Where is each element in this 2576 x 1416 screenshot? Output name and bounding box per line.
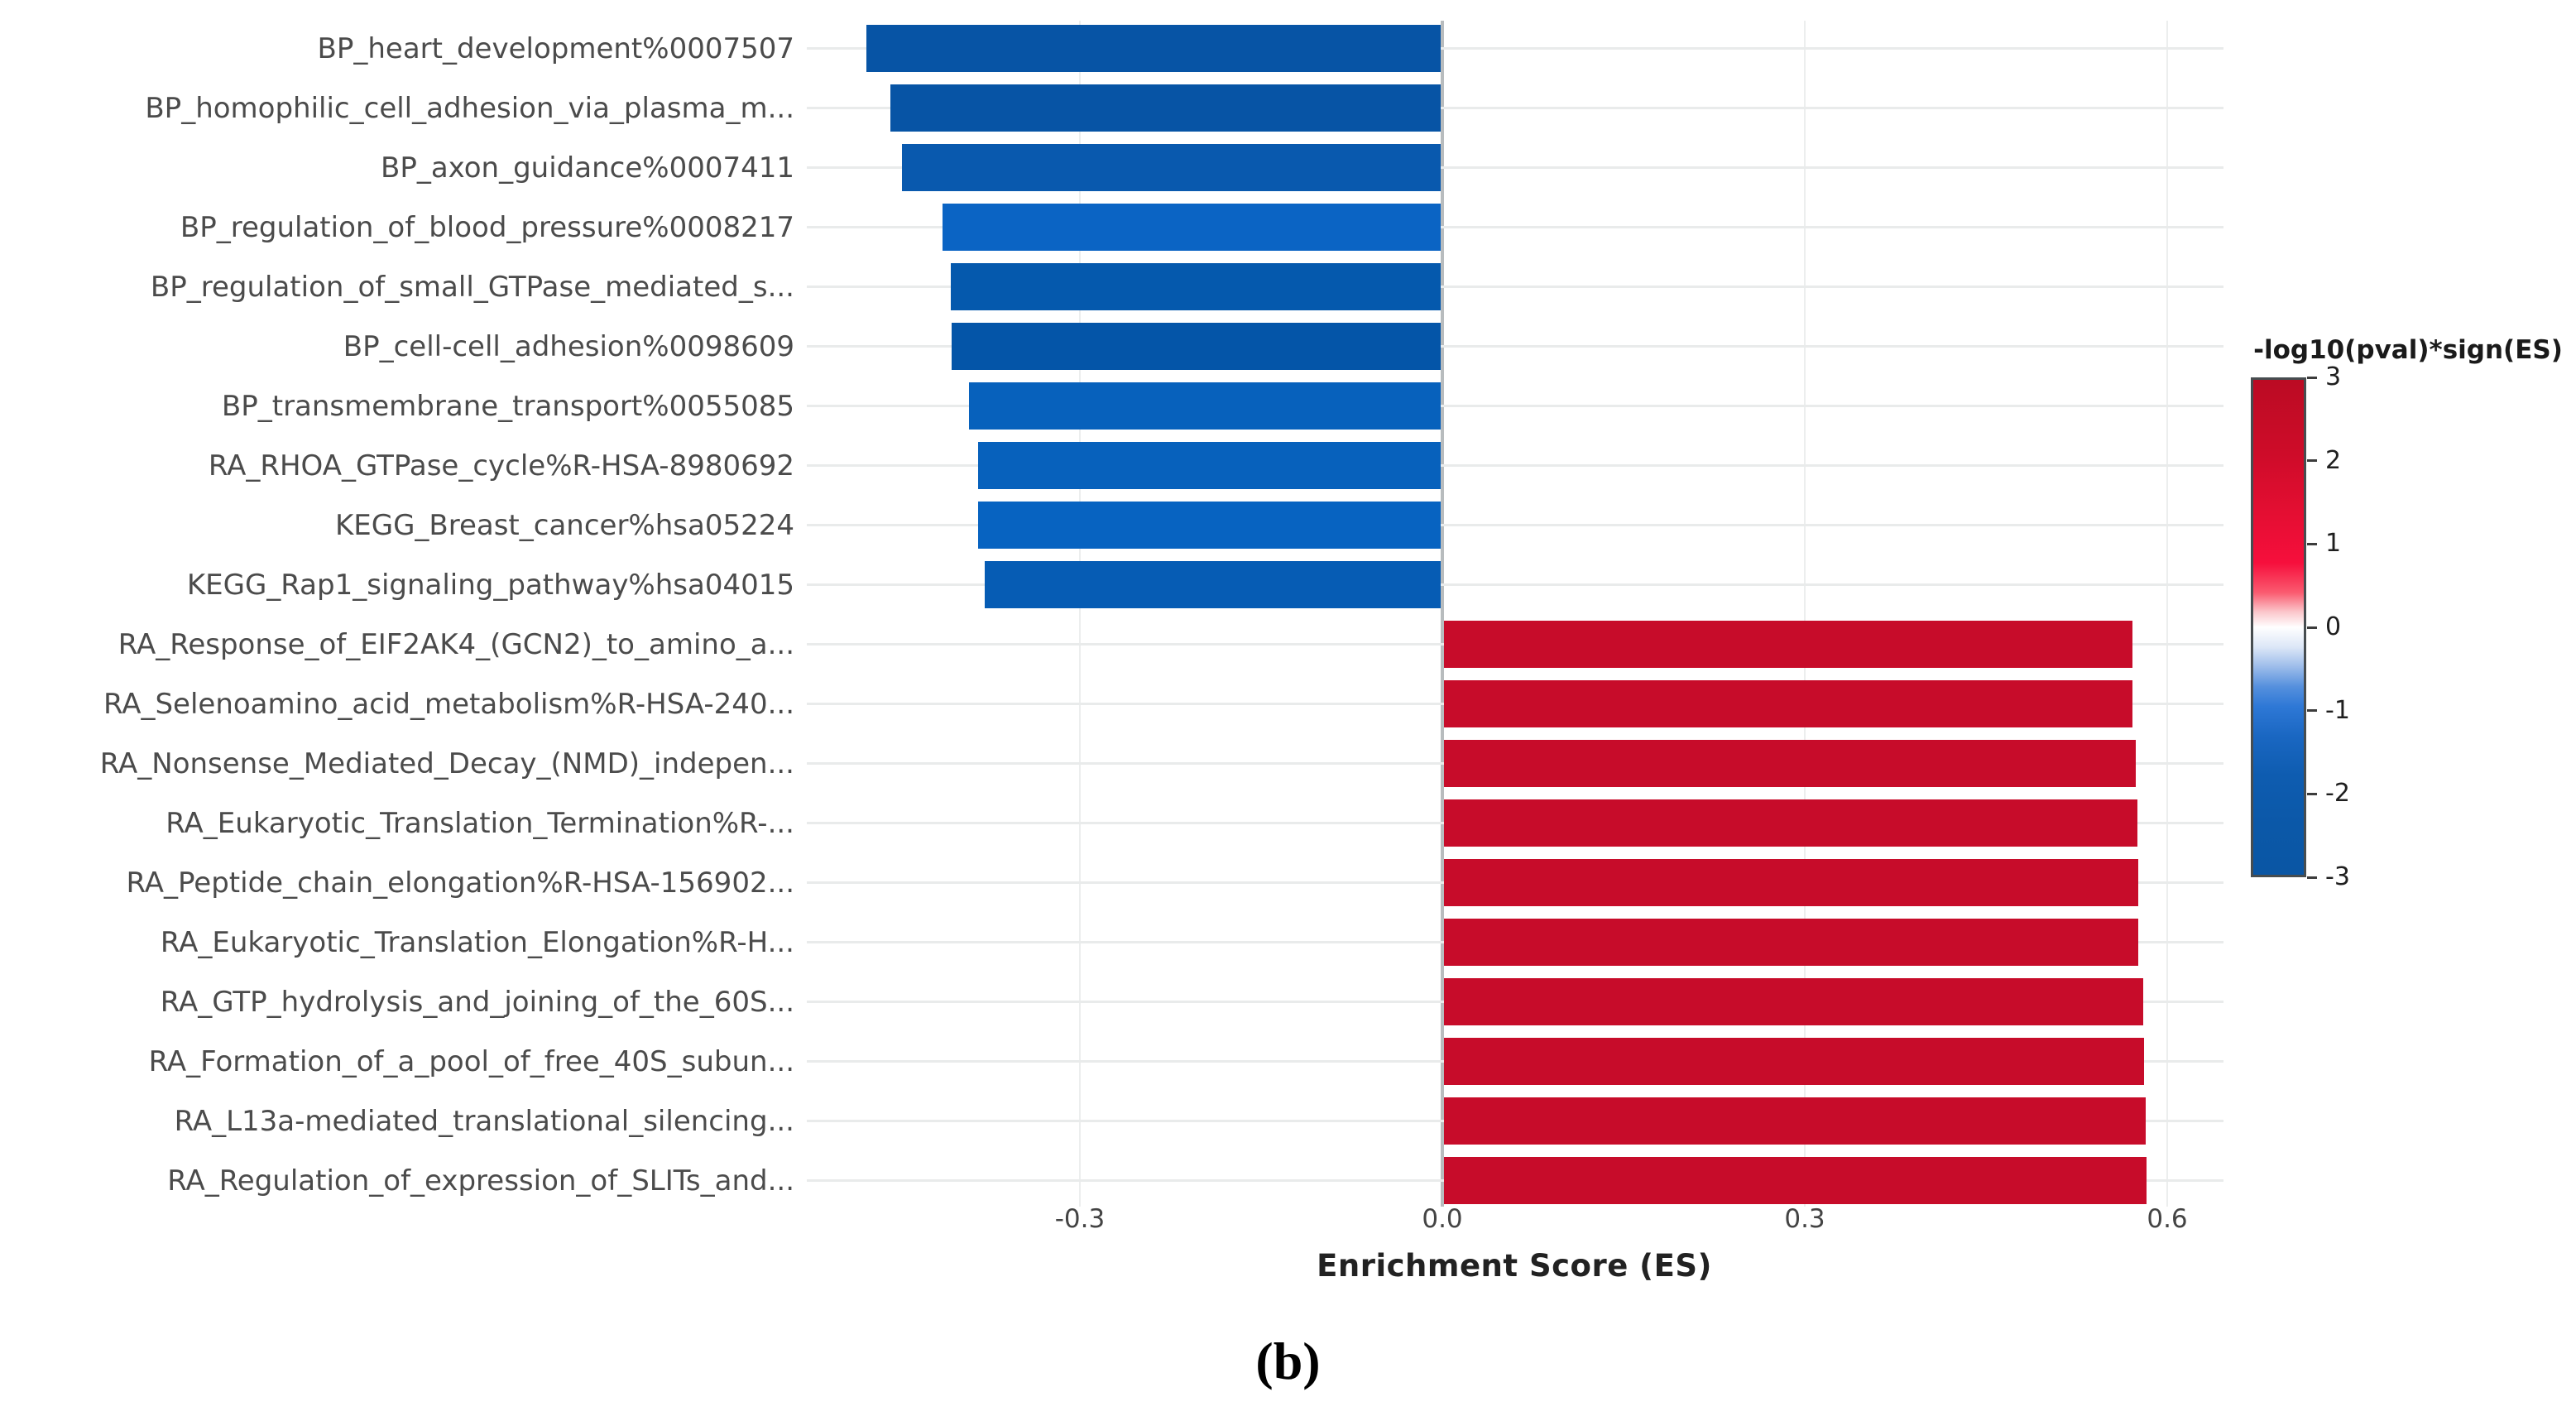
figure-caption: (b) bbox=[1255, 1332, 1321, 1390]
colorbar-tick-mark bbox=[2307, 542, 2317, 545]
bar bbox=[1444, 859, 2138, 906]
colorbar-tick-mark bbox=[2307, 709, 2317, 713]
y-axis-label: RA_Regulation_of_expression_of_SLITs_and… bbox=[167, 1164, 794, 1198]
colorbar-tick-label: 2 bbox=[2325, 445, 2342, 475]
category-gridline bbox=[807, 405, 2223, 407]
y-axis-label: BP_cell-cell_adhesion%0098609 bbox=[343, 329, 794, 363]
bar bbox=[1444, 1157, 2147, 1204]
colorbar-gradient bbox=[2251, 377, 2306, 877]
bar bbox=[952, 323, 1441, 370]
y-axis-label: RA_Eukaryotic_Translation_Termination%R-… bbox=[165, 806, 794, 840]
colorbar-tick-mark bbox=[2307, 376, 2317, 379]
x-gridline bbox=[2166, 21, 2168, 1207]
category-gridline bbox=[807, 226, 2223, 228]
bar bbox=[968, 382, 1441, 430]
bar bbox=[902, 144, 1441, 191]
x-gridline bbox=[1804, 21, 1806, 1207]
colorbar-tick-label: 1 bbox=[2325, 529, 2342, 559]
category-gridline bbox=[807, 583, 2223, 586]
colorbar-tick-mark bbox=[2307, 459, 2317, 463]
bar bbox=[978, 442, 1441, 489]
category-gridline bbox=[807, 47, 2223, 50]
colorbar-title: -log10(pval)*sign(ES) bbox=[2253, 335, 2563, 365]
bar bbox=[942, 204, 1441, 251]
y-axis-label: RA_Response_of_EIF2AK4_(GCN2)_to_amino_a… bbox=[118, 627, 794, 661]
y-axis-label: RA_Formation_of_a_pool_of_free_40S_subun… bbox=[148, 1044, 794, 1078]
bar bbox=[1444, 978, 2143, 1025]
category-gridline bbox=[807, 166, 2223, 169]
y-axis-label: RA_Selenoamino_acid_metabolism%R-HSA-240… bbox=[103, 687, 794, 721]
colorbar-tick-label: -1 bbox=[2325, 695, 2350, 725]
y-axis-label: KEGG_Breast_cancer%hsa05224 bbox=[334, 508, 794, 542]
bar bbox=[950, 263, 1441, 310]
x-tick-label: 0.0 bbox=[1422, 1204, 1463, 1234]
y-axis-label: RA_GTP_hydrolysis_and_joining_of_the_60S… bbox=[160, 985, 794, 1019]
y-axis-label: RA_Eukaryotic_Translation_Elongation%R-H… bbox=[160, 925, 794, 959]
y-axis-label: BP_axon_guidance%0007411 bbox=[381, 151, 794, 185]
y-axis-label: RA_L13a-mediated_translational_silencing… bbox=[174, 1104, 794, 1138]
category-gridline bbox=[807, 464, 2223, 467]
y-axis-label: KEGG_Rap1_signaling_pathway%hsa04015 bbox=[186, 568, 794, 602]
colorbar-tick-label: 3 bbox=[2325, 362, 2342, 391]
bar bbox=[1444, 1097, 2146, 1145]
x-axis-title: Enrichment Score (ES) bbox=[1317, 1248, 1712, 1284]
x-tick-label: 0.6 bbox=[2147, 1204, 2188, 1234]
category-gridline bbox=[807, 524, 2223, 526]
x-tick-label: 0.3 bbox=[1784, 1204, 1825, 1234]
y-axis-label: BP_regulation_of_blood_pressure%0008217 bbox=[180, 210, 794, 244]
x-gridline bbox=[1079, 21, 1081, 1207]
y-axis-label: RA_Nonsense_Mediated_Decay_(NMD)_indepen… bbox=[99, 746, 794, 780]
bar bbox=[978, 502, 1441, 549]
bar bbox=[866, 25, 1441, 72]
bar bbox=[1444, 799, 2137, 847]
colorbar-tick-label: 0 bbox=[2325, 612, 2342, 641]
y-axis-label: RA_RHOA_GTPase_cycle%R-HSA-8980692 bbox=[208, 449, 794, 482]
y-axis-label: BP_transmembrane_transport%0055085 bbox=[221, 389, 794, 423]
y-axis-label: RA_Peptide_chain_elongation%R-HSA-156902… bbox=[126, 866, 795, 900]
bar bbox=[1444, 680, 2132, 727]
category-gridline bbox=[807, 286, 2223, 288]
bar bbox=[890, 84, 1441, 132]
colorbar-tick-label: -3 bbox=[2325, 862, 2350, 891]
bar bbox=[1444, 740, 2137, 787]
category-gridline bbox=[807, 107, 2223, 109]
y-axis-label: BP_regulation_of_small_GTPase_mediated_s… bbox=[150, 270, 794, 304]
colorbar-tick-mark bbox=[2307, 626, 2317, 629]
bar bbox=[984, 561, 1441, 608]
category-gridline bbox=[807, 345, 2223, 348]
y-axis-label: BP_homophilic_cell_adhesion_via_plasma_m… bbox=[145, 91, 794, 125]
colorbar-tick-label: -2 bbox=[2325, 779, 2350, 809]
bar bbox=[1444, 621, 2132, 668]
colorbar-tick-mark bbox=[2307, 792, 2317, 795]
bar bbox=[1444, 919, 2138, 966]
colorbar-tick-mark bbox=[2307, 876, 2317, 879]
zero-axis-line bbox=[1441, 21, 1444, 1207]
x-tick-label: -0.3 bbox=[1054, 1204, 1106, 1234]
bar bbox=[1444, 1038, 2145, 1085]
y-axis-label: BP_heart_development%0007507 bbox=[317, 31, 794, 65]
